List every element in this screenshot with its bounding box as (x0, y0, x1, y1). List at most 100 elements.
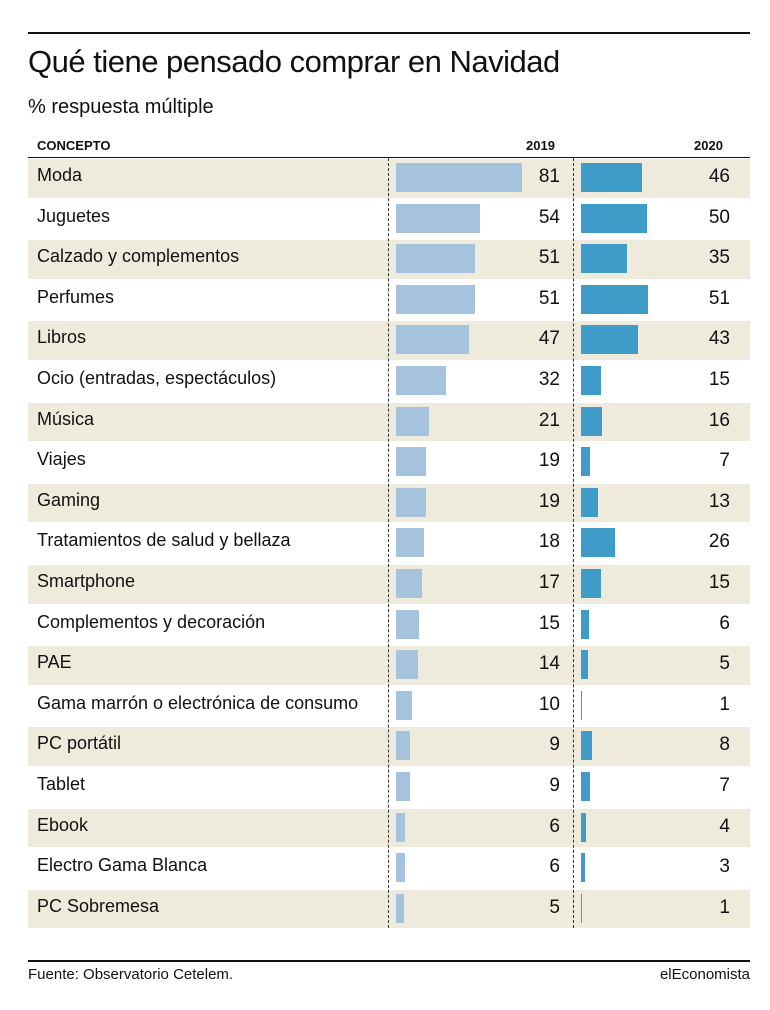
value-2020: 7 (719, 774, 730, 796)
chart-rows: Moda 81 46 Juguetes 54 50 Calzado y complement… (28, 158, 750, 929)
bar-2019 (396, 284, 476, 314)
table-row: Complementos y decoración 15 6 (28, 605, 750, 646)
table-row: Juguetes 54 50 (28, 199, 750, 240)
value-2019: 51 (538, 287, 560, 309)
value-2019: 14 (538, 653, 560, 675)
row-label: Juguetes (37, 205, 111, 226)
bar-2020 (581, 812, 587, 842)
value-2019: 5 (549, 896, 560, 918)
table-row: Tablet 9 7 (28, 767, 750, 808)
table-row: Música 21 16 (28, 402, 750, 443)
row-label: PC portátil (37, 733, 122, 754)
row-label: PC Sobremesa (37, 895, 160, 916)
bar-2019 (396, 568, 423, 598)
bar-2019 (396, 487, 426, 517)
value-2019: 19 (538, 490, 560, 512)
value-2020: 51 (708, 287, 730, 309)
bar-2020 (581, 650, 588, 680)
bar-2019 (396, 163, 522, 192)
divider-2020 (573, 158, 574, 928)
value-2020: 13 (708, 490, 730, 512)
bar-2019 (396, 771, 410, 801)
brand-name: elEconomista (659, 966, 750, 983)
value-2019: 32 (538, 368, 560, 390)
bar-2020 (581, 406, 603, 436)
bar-2019 (396, 528, 424, 558)
row-label: Tablet (37, 773, 86, 794)
table-row: Perfumes 51 51 (28, 280, 750, 321)
table-row: Libros 47 43 (28, 320, 750, 361)
bottom-rule (28, 960, 750, 962)
row-label: Smartphone (37, 570, 136, 591)
bar-2020 (581, 365, 601, 395)
bar-2020 (581, 853, 585, 883)
row-label: Gama marrón o electrónica de consumo (37, 692, 359, 713)
value-2020: 5 (719, 653, 730, 675)
bar-2019 (396, 447, 426, 477)
value-2020: 15 (708, 368, 730, 390)
bar-2019 (396, 812, 406, 842)
chart-subtitle: % respuesta múltiple (28, 96, 214, 118)
table-row: Gama marrón o electrónica de consumo 10 1 (28, 686, 750, 727)
table-row: Electro Gama Blanca 6 3 (28, 848, 750, 889)
value-2020: 1 (719, 693, 730, 715)
bar-2020 (581, 568, 601, 598)
value-2019: 9 (549, 774, 560, 796)
table-row: Ocio (entradas, espectáculos) 32 15 (28, 361, 750, 402)
bar-2019 (396, 893, 404, 923)
value-2019: 51 (538, 247, 560, 269)
value-2020: 15 (708, 571, 730, 593)
value-2019: 54 (538, 206, 560, 228)
table-row: Calzado y complementos 51 35 (28, 239, 750, 280)
value-2019: 81 (538, 166, 560, 187)
column-header-2019: 2019 (526, 138, 555, 153)
row-label: Calzado y complementos (37, 246, 240, 267)
value-2020: 1 (719, 896, 730, 918)
value-2020: 4 (719, 815, 730, 837)
column-header-2020: 2020 (694, 138, 723, 153)
value-2019: 47 (538, 328, 560, 350)
value-2019: 10 (538, 693, 560, 715)
bar-2020 (581, 487, 599, 517)
value-2020: 8 (719, 734, 730, 756)
chart-title: Qué tiene pensado comprar en Navidad (28, 44, 560, 79)
value-2019: 6 (549, 815, 560, 837)
value-2020: 7 (719, 450, 730, 472)
bar-2019 (396, 690, 412, 720)
table-row: Viajes 19 7 (28, 442, 750, 483)
row-label: Electro Gama Blanca (37, 855, 208, 876)
bar-2020 (581, 284, 649, 314)
value-2020: 26 (708, 531, 730, 553)
column-header-concepto: CONCEPTO (37, 138, 111, 153)
top-rule (28, 32, 750, 34)
value-2019: 6 (549, 856, 560, 878)
value-2019: 19 (538, 450, 560, 472)
value-2020: 16 (708, 409, 730, 431)
bar-2019 (396, 203, 480, 233)
bar-2020 (581, 163, 642, 192)
divider-2019 (388, 158, 389, 928)
table-row: PC portátil 9 8 (28, 726, 750, 767)
row-label: Complementos y decoración (37, 611, 266, 632)
source-note: Fuente: Observatorio Cetelem. (28, 966, 234, 983)
bar-2020 (581, 528, 616, 558)
table-row: Ebook 6 4 (28, 808, 750, 849)
value-2020: 3 (719, 856, 730, 878)
row-label: Ebook (37, 814, 89, 835)
bar-2020 (581, 893, 583, 923)
value-2019: 9 (549, 734, 560, 756)
table-row: Smartphone 17 15 (28, 564, 750, 605)
bar-2020 (581, 731, 592, 761)
row-label: Tratamientos de salud y bellaza (37, 530, 291, 551)
bar-2020 (581, 203, 647, 233)
bar-2019 (396, 609, 420, 639)
row-label: Ocio (entradas, espectáculos) (37, 367, 277, 388)
bar-2019 (396, 244, 476, 274)
bar-2020 (581, 447, 591, 477)
bar-2019 (396, 325, 470, 355)
table-row: Moda 81 46 (28, 158, 750, 199)
value-2020: 35 (708, 247, 730, 269)
row-label: Gaming (37, 489, 101, 510)
value-2019: 15 (538, 612, 560, 634)
bar-2020 (581, 690, 583, 720)
